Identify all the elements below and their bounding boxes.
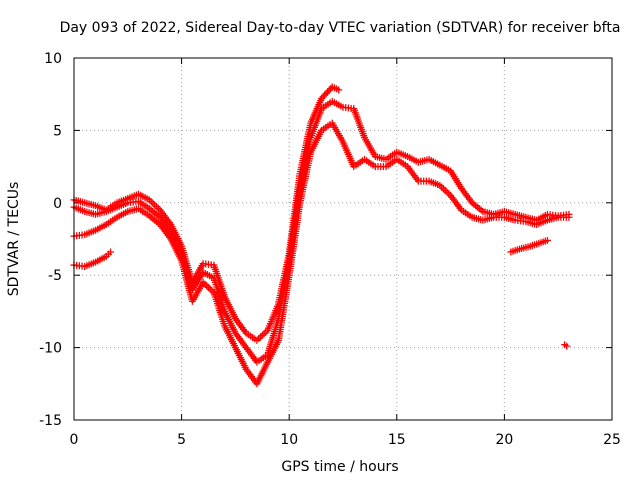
series-outlier [561, 341, 571, 350]
x-axis-label: GPS time / hours [281, 459, 398, 475]
data-point [327, 85, 335, 93]
plot-frame [73, 57, 613, 421]
data-points [70, 83, 573, 388]
x-tick-label: 5 [177, 432, 186, 448]
y-tick-label: -10 [39, 341, 62, 357]
data-point [322, 90, 330, 98]
y-tick-label: -15 [39, 413, 62, 429]
x-tick-label: 0 [70, 432, 79, 448]
data-point [319, 93, 327, 101]
y-tick-label: 10 [44, 51, 62, 67]
data-point [335, 86, 343, 94]
x-tick-label: 25 [603, 432, 621, 448]
data-point [321, 91, 329, 99]
chart-title: Day 093 of 2022, Sidereal Day-to-day VTE… [60, 20, 621, 36]
y-tick-label: 0 [53, 196, 62, 212]
data-point [317, 95, 325, 103]
x-tick-labels: 0 5 10 15 20 25 [70, 432, 621, 448]
y-tick-label: 5 [53, 123, 62, 139]
y-tick-label: -5 [48, 268, 62, 284]
data-point [107, 248, 115, 256]
x-tick-label: 20 [495, 432, 513, 448]
y-axis-label: SDTVAR / TECUs [6, 182, 22, 297]
data-point [565, 213, 573, 221]
x-tick-label: 10 [280, 432, 298, 448]
data-point [324, 88, 332, 96]
x-tick-label: 15 [388, 432, 406, 448]
y-tick-labels: -15 -10 -5 0 5 10 [39, 51, 62, 429]
data-point [325, 86, 333, 94]
series-track-c [70, 119, 573, 388]
series-track-e [507, 236, 551, 256]
data-point [563, 342, 571, 350]
data-point [543, 236, 551, 244]
